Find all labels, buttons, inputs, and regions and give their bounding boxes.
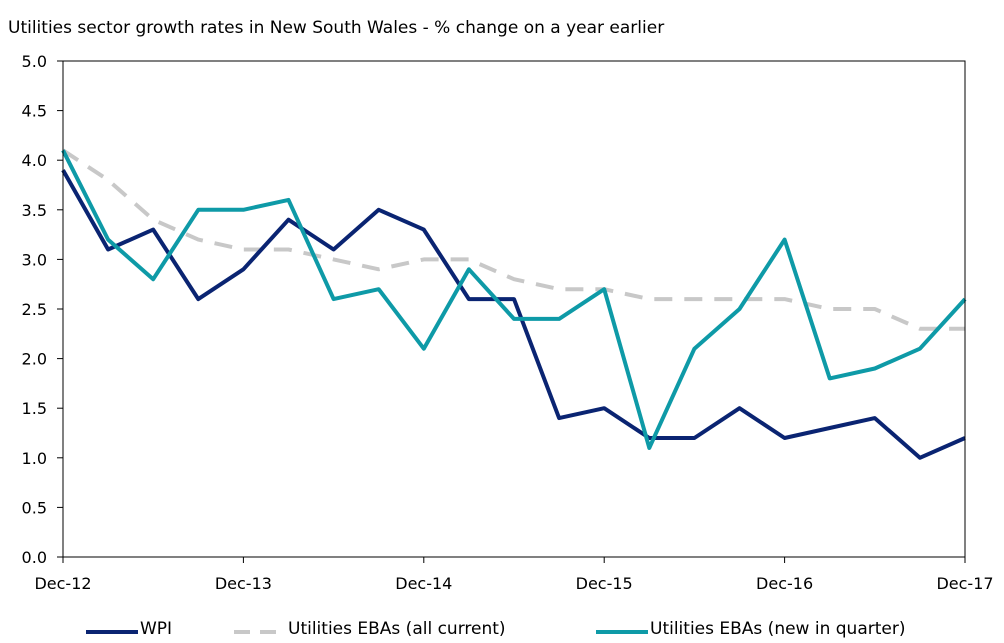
legend-item-wpi: WPI [84, 618, 172, 640]
legend: WPI Utilities EBAs (all current) Utiliti… [0, 618, 1004, 641]
x-tick-labels: Dec-12 Dec-13 Dec-14 Dec-15 Dec-16 Dec-17 [34, 574, 993, 593]
legend-label-ebas-all-current: Utilities EBAs (all current) [288, 619, 506, 639]
x-tick-label: Dec-14 [395, 574, 452, 593]
x-tick-label: Dec-12 [34, 574, 91, 593]
y-tick-label: 2.0 [22, 350, 47, 369]
x-tick-label: Dec-16 [756, 574, 813, 593]
x-tick-label: Dec-17 [936, 574, 993, 593]
series-line-2 [61, 149, 967, 450]
legend-swatch-wpi [84, 623, 140, 635]
series-layer [61, 148, 967, 460]
y-tick-label: 0.0 [22, 548, 47, 567]
legend-item-ebas-new-in-quarter: Utilities EBAs (new in quarter) [594, 618, 905, 640]
y-tick-label: 3.0 [22, 250, 47, 269]
chart-title: Utilities sector growth rates in New Sou… [8, 18, 665, 38]
x-tick-label: Dec-13 [215, 574, 272, 593]
y-tick-labels: 0.0 0.5 1.0 1.5 2.0 2.5 3.0 3.5 4.0 4.5 5.0 [22, 52, 47, 567]
y-tick-label: 4.5 [22, 102, 47, 121]
y-tick-label: 2.5 [22, 300, 47, 319]
legend-swatch-ebas-new-in-quarter [594, 623, 650, 635]
plot-frame [62, 60, 966, 558]
legend-label-wpi: WPI [140, 619, 173, 639]
y-tick-label: 1.0 [22, 449, 47, 468]
axes-layer [57, 60, 966, 563]
legend-label-ebas-new-in-quarter: Utilities EBAs (new in quarter) [650, 619, 906, 639]
series-line-0 [61, 169, 966, 460]
series-line-1 [61, 148, 965, 331]
y-tick-label: 3.5 [22, 201, 47, 220]
legend-item-ebas-all-current: Utilities EBAs (all current) [232, 618, 506, 640]
x-tick-label: Dec-15 [576, 574, 633, 593]
y-tick-label: 0.5 [22, 498, 47, 517]
y-tick-label: 5.0 [22, 52, 47, 71]
y-tick-label: 4.0 [22, 151, 47, 170]
y-tick-label: 1.5 [22, 399, 47, 418]
legend-swatch-ebas-all-current [232, 623, 288, 635]
